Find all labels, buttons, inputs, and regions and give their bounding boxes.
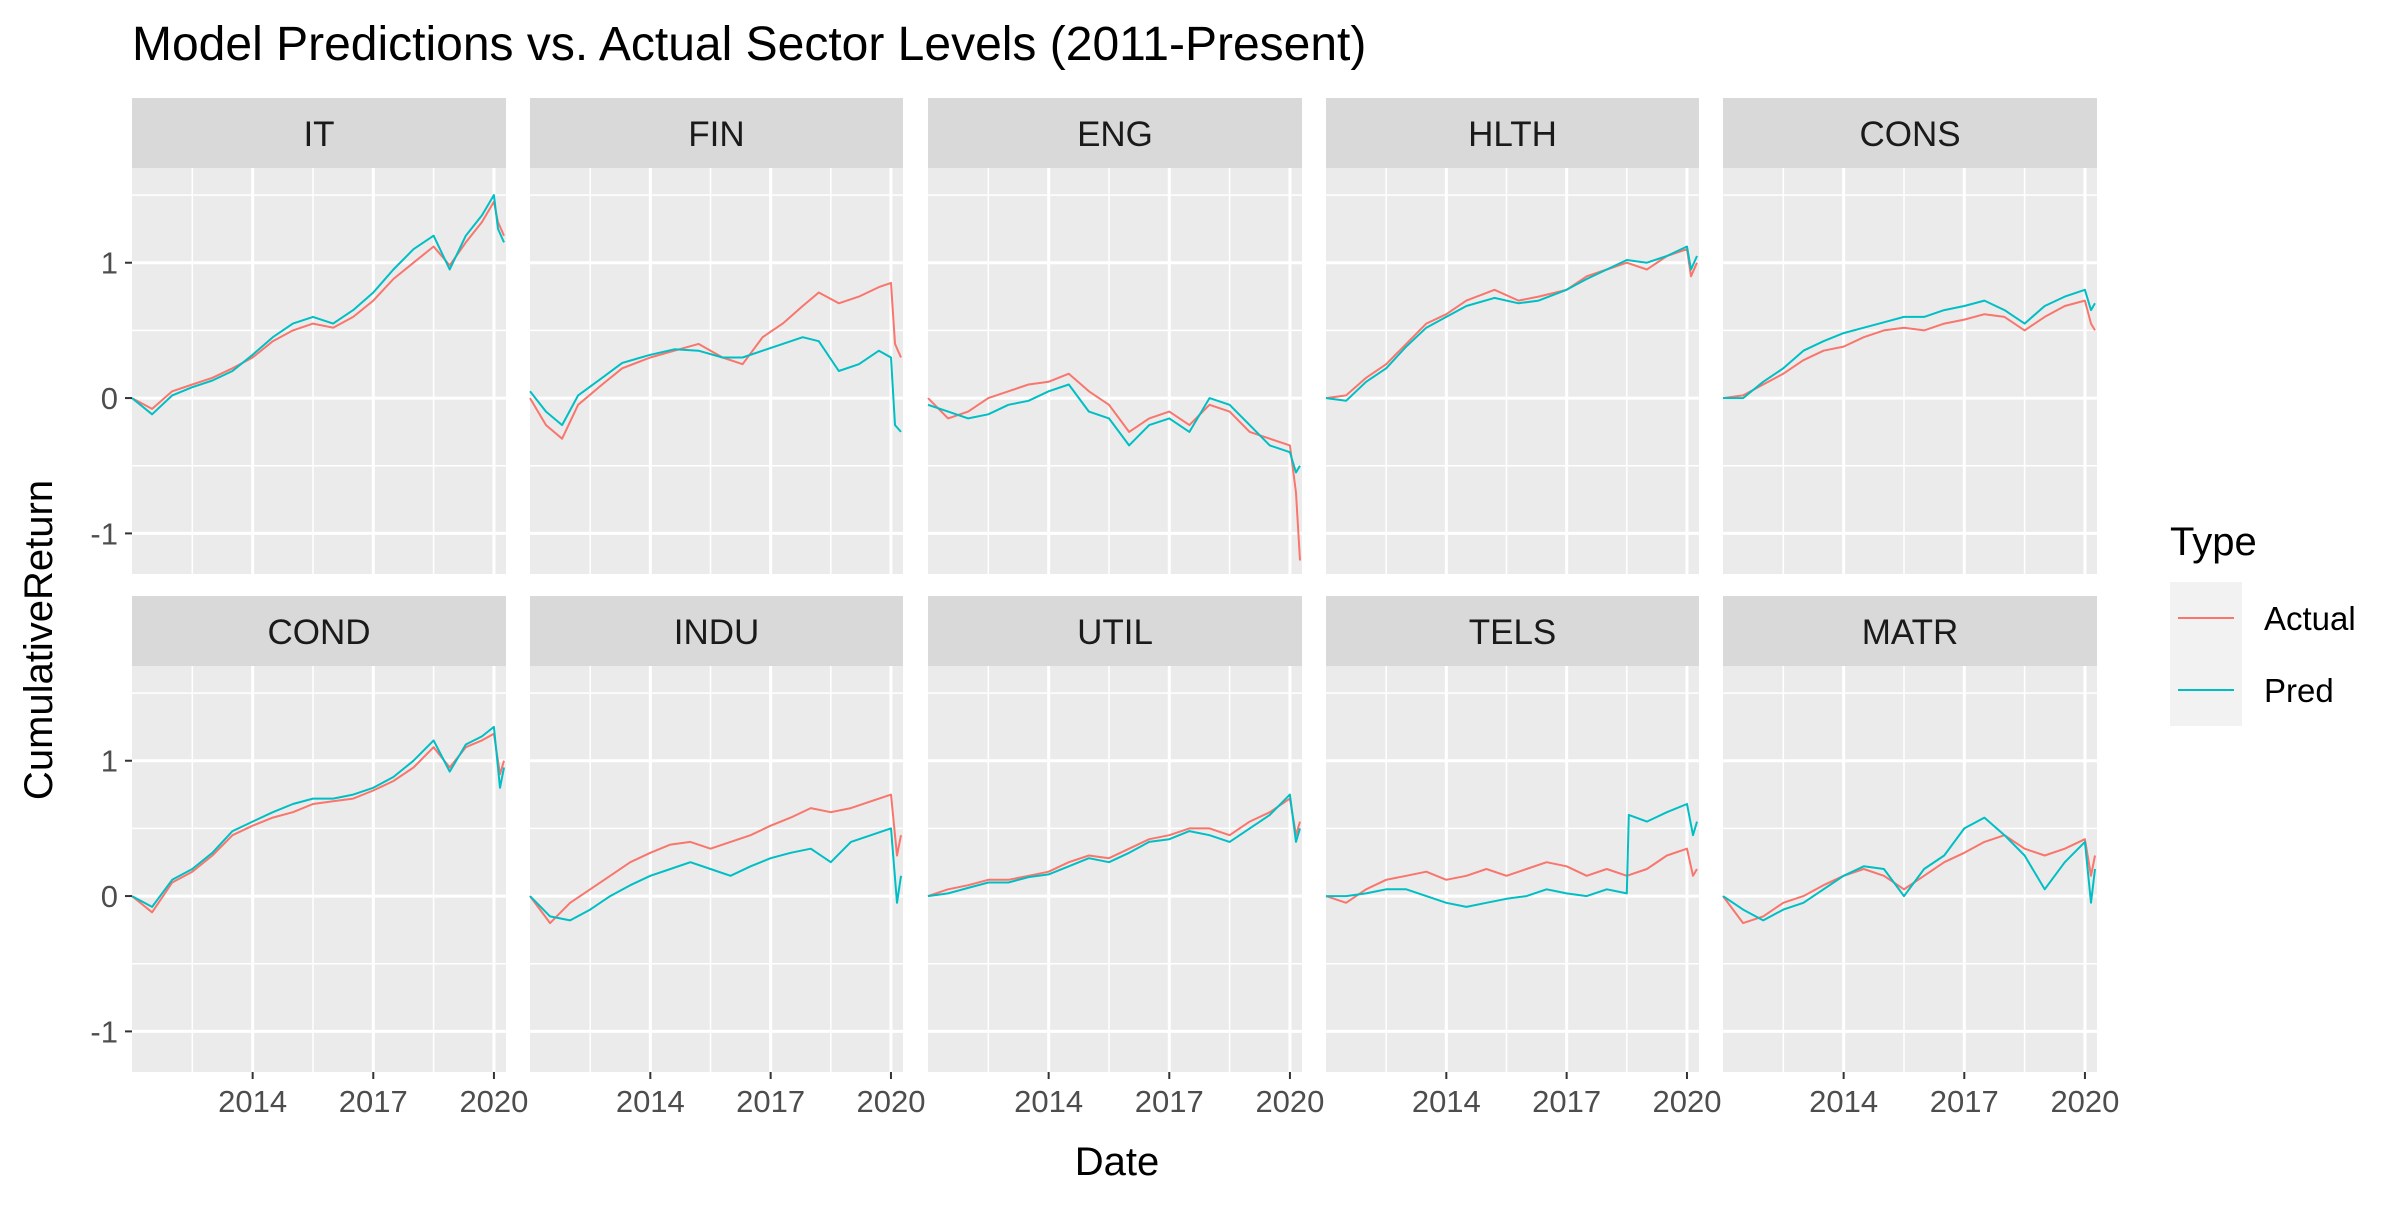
series-line-pred [1722,816,2096,922]
x-tick-label: 2014 [616,1084,685,1119]
y-tick-label: -1 [90,1014,118,1049]
panel-background [1723,168,2097,574]
panel-cond: COND -1 0 1 2014 2017 2020 [90,596,528,1119]
series-line-pred [131,725,505,908]
x-tick-label: 2017 [339,1084,408,1119]
facet-strip [928,98,1302,168]
x-tick-label: 2014 [218,1084,287,1119]
panel-background [928,168,1302,574]
series-line-actual [1722,299,2096,400]
facet-label: TELS [1469,613,1557,652]
chart-title: Model Predictions vs. Actual Sector Leve… [132,18,1366,71]
panel-background [530,666,903,1072]
facet-strip [530,98,903,168]
series-line-actual [1722,834,2096,925]
series-line-pred [1723,288,2096,400]
series-line-actual [529,282,902,440]
x-tick-label: 2020 [2050,1084,2119,1119]
x-axis-label: Date [1075,1140,1160,1184]
facet-label: MATR [1862,613,1959,652]
panel-it: IT -1 0 1 [90,98,506,574]
panel-background [1326,666,1699,1072]
series-line-pred [927,793,1301,898]
series-line-actual [529,793,902,925]
facet-strip [132,98,506,168]
x-tick-label: 2014 [1014,1084,1083,1119]
series-line-actual [927,372,1301,561]
y-tick-label: -1 [90,516,118,551]
legend: Type Actual Pred [2170,520,2356,726]
series-line-actual [1325,847,1698,904]
panel-fin: FIN [529,98,903,574]
x-tick-label: 2014 [1809,1084,1878,1119]
facet-label: COND [267,613,370,652]
panels-layer: IT -1 0 1 FIN ENG HLTH CONS COND -1 0 1 2014 2017 2020… [90,98,2119,1119]
series-line-pred [1325,245,1698,402]
x-tick-label: 2020 [1255,1084,1324,1119]
series-line-actual [131,200,505,410]
y-tick-label: 1 [101,744,118,779]
series-line-pred [927,383,1301,474]
series-line-actual [131,732,505,914]
facet-label: IT [303,115,334,154]
series-line-pred [131,194,505,416]
legend-label: Actual [2264,600,2356,637]
panel-hlth: HLTH [1325,98,1699,574]
x-tick-label: 2020 [459,1084,528,1119]
panel-background [132,168,506,574]
facet-strip [1326,596,1699,666]
series-line-pred [529,336,902,433]
x-tick-label: 2020 [856,1084,925,1119]
panel-indu: INDU 2014 2017 2020 [529,596,925,1119]
legend-title: Type [2170,520,2257,564]
series-line-actual [1325,248,1698,400]
facet-label: HLTH [1468,115,1557,154]
panel-matr: MATR 2014 2017 2020 [1722,596,2119,1119]
facet-label: ENG [1077,115,1153,154]
panel-background [1723,666,2097,1072]
facet-label: INDU [674,613,760,652]
series-line-actual [927,797,1301,898]
panel-util: UTIL 2014 2017 2020 [927,596,1324,1119]
legend-label: Pred [2264,672,2334,709]
facet-strip [530,596,903,666]
series-line-pred [1326,803,1698,908]
y-tick-label: 0 [101,879,118,914]
facet-label: FIN [688,115,744,154]
panel-background [530,168,903,574]
x-tick-label: 2017 [1135,1084,1204,1119]
y-tick-label: 0 [101,381,118,416]
panel-background [928,666,1302,1072]
series-line-pred [529,827,902,922]
facet-label: UTIL [1077,613,1153,652]
x-tick-label: 2017 [1930,1084,1999,1119]
facet-label: CONS [1859,115,1960,154]
facet-strip [1723,596,2097,666]
panel-background [132,666,506,1072]
facet-strip [928,596,1302,666]
y-tick-label: 1 [101,246,118,281]
facet-strip [1326,98,1699,168]
x-tick-label: 2017 [1532,1084,1601,1119]
panel-cons: CONS [1722,98,2097,574]
facet-strip [132,596,506,666]
panel-eng: ENG [927,98,1302,574]
panel-tels: TELS 2014 2017 2020 [1325,596,1721,1119]
legend-entries: Actual Pred [2170,582,2356,726]
legend-item-pred: Pred [2170,654,2334,726]
legend-item-actual: Actual [2170,582,2356,654]
x-tick-label: 2020 [1652,1084,1721,1119]
panel-background [1326,168,1699,574]
y-axis-label: CumulativeReturn [17,480,61,800]
x-tick-label: 2017 [736,1084,805,1119]
x-tick-label: 2014 [1412,1084,1481,1119]
facet-strip [1723,98,2097,168]
